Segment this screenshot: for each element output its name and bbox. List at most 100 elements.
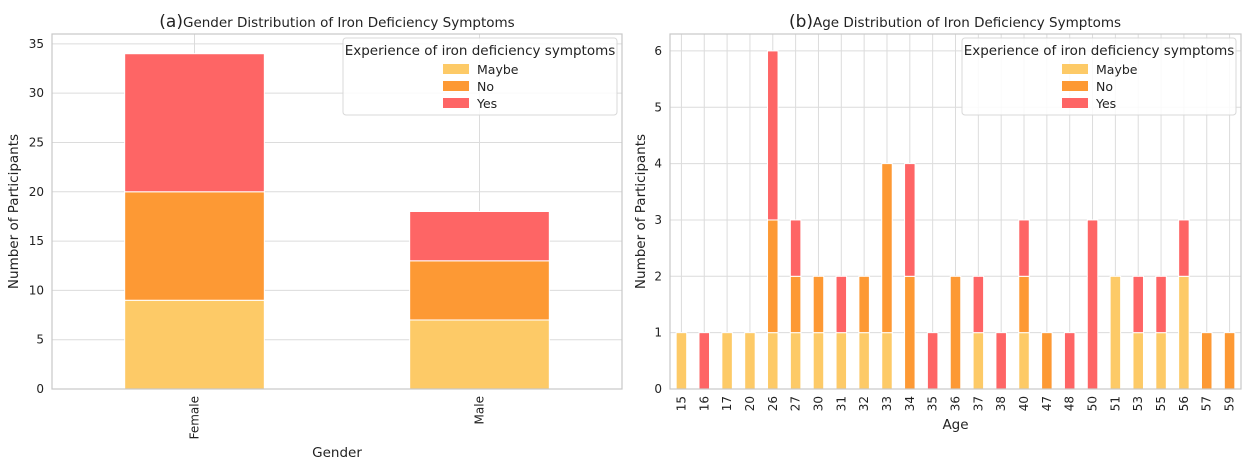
p1-x-tick-label: 34 [903,396,917,411]
p1-x-tick-label: 38 [994,396,1008,411]
p1-x-tick-label: 56 [1177,396,1191,411]
p0-legend-swatch-yes [443,98,469,108]
p1-x-tick-label: 27 [789,396,803,411]
p1-x-tick-label: 15 [674,396,688,411]
p1-legend-title: Experience of iron deficiency symptoms [964,43,1235,59]
p1-bar-51-maybe [1109,275,1122,390]
p1-bar-26-yes [767,50,779,221]
p1-x-tick-label: 40 [1017,396,1031,411]
p0-legend-title: Experience of iron deficiency symptoms [345,43,616,59]
p1-bar-27-no [789,275,802,334]
p1-y-tick-label: 3 [654,213,662,227]
p0-x-tick-label: Male [473,396,487,424]
p1-bar-40-no [1018,275,1030,334]
p1-bar-32-no [858,275,870,334]
p1-legend-box [961,37,1237,116]
p1-bar-56-yes [1178,219,1190,277]
p0-y-tick-label: 35 [29,37,44,51]
p1-legend-label-maybe: Maybe [1096,62,1138,77]
p1-bar-30-maybe [812,332,825,390]
p1-bar-35-yes [926,332,939,390]
p1-bar-40-yes [1018,219,1030,277]
p0-x-tick-label: Female [188,396,202,439]
p1-bar-31-maybe [835,332,848,390]
p1-x-tick-label: 26 [766,396,780,411]
p0-y-tick-label: 10 [29,283,44,297]
p0-legend-label-yes: Yes [476,96,497,111]
p1-bar-30-no [812,275,825,334]
p1-bar-20-maybe [744,332,756,390]
p1-y-axis-label: Number of Participants [633,134,649,289]
p1-y-tick-label: 5 [654,100,662,114]
p1-x-tick-label: 51 [1108,396,1122,411]
chart-panel-age: (b)Age Distribution of Iron Deficiency S… [633,12,1242,433]
p1-bar-17-maybe [721,332,733,390]
p0-y-tick-label: 25 [29,135,44,149]
p1-y-tick-label: 6 [654,44,662,58]
p0-bar-female-no [124,191,265,301]
p1-x-tick-label: 17 [720,396,734,411]
p0-bar-male-yes [409,211,550,262]
p1-bar-15-maybe [675,332,688,390]
p0-y-tick-label: 20 [29,185,44,199]
p1-bar-55-yes [1155,275,1167,334]
p0-y-tick-label: 0 [36,382,44,396]
p1-y-tick-label: 0 [654,382,662,396]
p1-bar-59-no [1223,332,1236,390]
p1-bar-53-yes [1132,275,1144,334]
p0-bar-female-yes [124,53,265,193]
p1-x-tick-label: 55 [1154,396,1168,411]
p1-bar-38-yes [995,332,1007,390]
p1-x-tick-label: 33 [880,396,894,411]
p1-bar-47-no [1041,332,1053,390]
p1-y-tick-label: 2 [654,269,662,283]
p0-y-axis-label: Number of Participants [6,134,22,289]
p1-plot-frame [669,33,1242,390]
p1-legend-swatch-no [1062,81,1088,91]
p0-plot-frame [51,33,623,390]
p1-bar-55-maybe [1155,332,1167,390]
p0-bar-male-maybe [409,319,550,390]
p0-legend-swatch-no [443,81,469,91]
p0-y-tick-label: 5 [36,333,44,347]
p1-legend: Experience of iron deficiency symptoms Ma… [961,37,1237,116]
p0-legend-swatch-maybe [443,64,469,74]
p1-bar-37-maybe [972,332,985,390]
p1-x-tick-label: 16 [697,396,711,411]
p1-x-tick-label: 48 [1063,396,1077,411]
chart-panel-gender: (a)Gender Distribution of Iron Deficienc… [6,12,623,461]
p1-x-tick-label: 37 [971,396,985,411]
p1-x-tick-label: 35 [926,396,940,411]
p1-bar-26-maybe [767,332,779,390]
p0-x-axis-label: Gender [312,445,362,461]
p1-bar-34-yes [904,163,916,277]
p1-bar-34-no [904,275,916,390]
p1-x-axis-label: Age [942,417,968,433]
p1-bar-31-yes [835,275,848,334]
p1-legend-label-yes: Yes [1095,96,1116,111]
p1-panel-label: (b) [789,12,813,32]
p0-y-tick-label: 30 [29,86,44,100]
p0-chart-title: (a)Gender Distribution of Iron Deficienc… [159,12,514,32]
p1-bar-56-maybe [1178,275,1190,390]
p1-x-tick-label: 57 [1200,396,1214,411]
p1-y-tick-label: 1 [654,326,662,340]
p1-bar-40-maybe [1018,332,1030,390]
p1-x-tick-label: 36 [949,396,963,411]
p1-bar-16-yes [698,332,711,390]
p1-x-tick-label: 20 [743,396,757,411]
p1-bar-53-maybe [1132,332,1144,390]
p1-x-tick-label: 59 [1223,396,1237,411]
p0-legend-label-no: No [477,79,494,94]
p1-bar-26-no [767,219,779,334]
p1-chart-title: (b)Age Distribution of Iron Deficiency S… [789,12,1121,32]
p0-title-text: Gender Distribution of Iron Deficiency S… [183,15,515,31]
p1-x-tick-label: 50 [1086,396,1100,411]
p1-bar-32-maybe [858,332,870,390]
p1-bar-57-no [1200,332,1213,390]
p1-legend-swatch-maybe [1062,64,1088,74]
p1-bar-36-no [949,275,962,390]
p1-x-tick-label: 31 [834,396,848,411]
p1-bar-27-yes [789,219,802,277]
